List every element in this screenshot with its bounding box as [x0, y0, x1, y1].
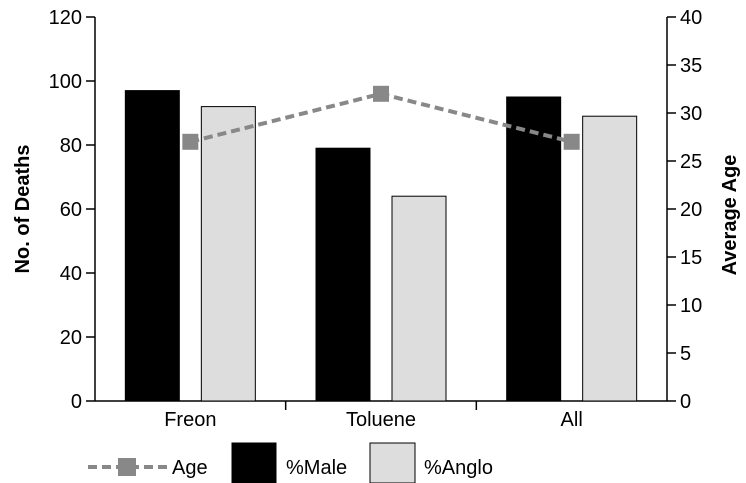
left-y-tick-label: 20 — [60, 327, 82, 349]
x-tick-label-all: All — [561, 409, 583, 431]
line-layer — [182, 85, 580, 150]
right-y-tick-label: 25 — [680, 151, 702, 173]
bar-anglo-toluene — [391, 195, 447, 402]
marker-age-freon — [182, 133, 199, 150]
right-y-tick-label: 40 — [680, 7, 702, 29]
bar-male-freon — [124, 90, 180, 402]
right-y-tick-label: 35 — [680, 55, 702, 77]
legend-age-marker — [118, 458, 136, 476]
marker-age-all — [563, 133, 580, 150]
legend-male-swatch — [231, 442, 277, 483]
bar-male-all — [506, 96, 562, 402]
legend-label-male: %Male — [286, 457, 347, 479]
legend-label-anglo: %Anglo — [424, 457, 493, 479]
right-y-tick-label: 0 — [680, 391, 691, 413]
bar-anglo-all — [582, 115, 638, 402]
bar-anglo-freon — [200, 106, 256, 402]
right-y-tick-label: 20 — [680, 199, 702, 221]
right-y-tick-label: 5 — [680, 343, 691, 365]
left-y-tick-label: 40 — [60, 263, 82, 285]
bars-layer — [124, 90, 638, 402]
legend-label-age: Age — [172, 457, 208, 479]
marker-age-toluene — [373, 85, 389, 102]
left-y-tick-label: 60 — [60, 199, 82, 221]
left-y-tick-label: 80 — [60, 135, 82, 157]
x-tick-label-freon: Freon — [164, 409, 216, 431]
legend-layer: Age %Male %Anglo — [88, 442, 493, 483]
labels-layer: 0 20 40 60 80 100 120 0 5 10 15 20 25 30 35 40 Freon Tolu… — [12, 7, 741, 431]
left-y-tick-label: 0 — [71, 391, 82, 413]
right-y-tick-label: 30 — [680, 103, 702, 125]
left-y-tick-label: 100 — [49, 71, 82, 93]
x-tick-label-toluene: Toluene — [346, 409, 416, 431]
right-y-axis-title: Average Age — [719, 155, 741, 276]
left-y-axis-title: No. of Deaths — [12, 145, 34, 274]
right-y-tick-label: 10 — [680, 295, 702, 317]
left-y-tick-label: 120 — [49, 7, 82, 29]
bar-male-toluene — [315, 147, 371, 402]
legend-anglo-swatch — [369, 442, 416, 483]
axes-layer — [86, 16, 676, 410]
right-y-tick-label: 15 — [680, 247, 702, 269]
